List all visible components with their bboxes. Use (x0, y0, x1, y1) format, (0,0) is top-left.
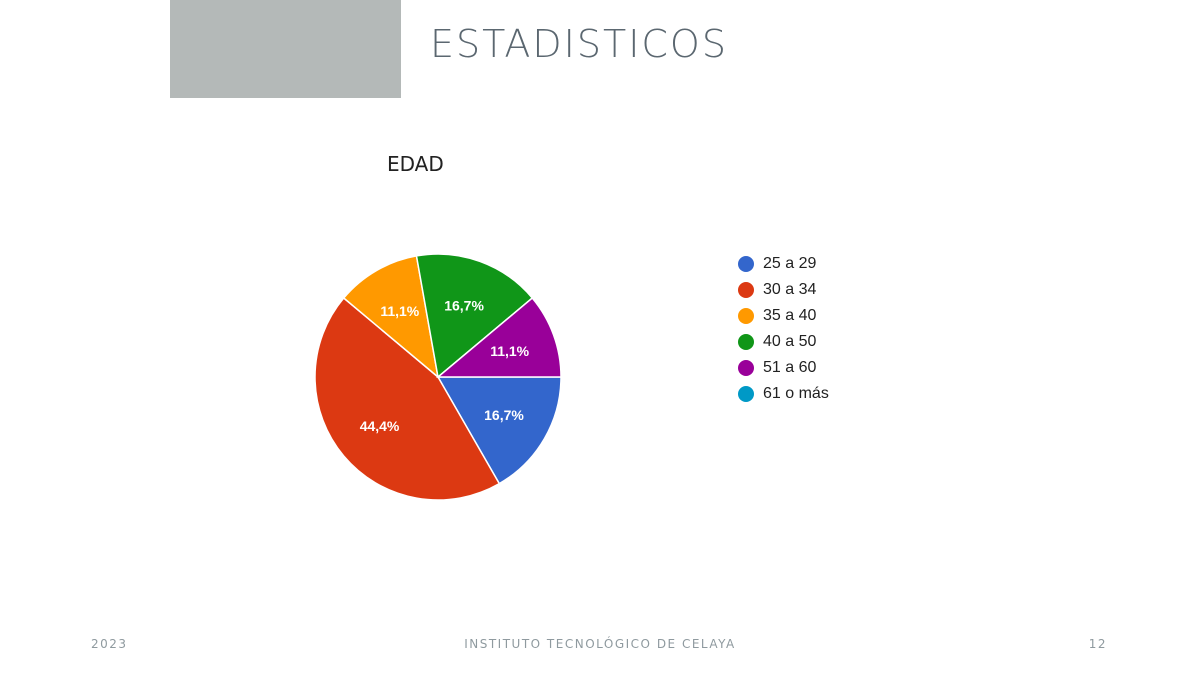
legend-item: 40 a 50 (738, 329, 829, 355)
pie-data-label-0: 16,7% (484, 407, 524, 423)
page-number: 12 (1088, 637, 1107, 651)
legend-item: 30 a 34 (738, 277, 829, 303)
pie-slice-0 (436, 376, 562, 485)
legend-swatch (738, 282, 754, 298)
legend-label: 51 a 60 (763, 359, 817, 376)
slide-title: ESTADISTICOS (430, 22, 728, 66)
pie-data-label-2: 11,1% (380, 303, 419, 319)
footer-year: 2023 (91, 637, 128, 651)
legend-label: 35 a 40 (763, 307, 817, 324)
legend-item: 51 a 60 (738, 355, 829, 381)
header-accent-block (170, 0, 401, 98)
pie-slice-4 (435, 296, 562, 378)
pie-slice-3 (415, 253, 534, 379)
pie-slice-2 (342, 255, 440, 379)
legend-swatch (738, 360, 754, 376)
chart-legend: 25 a 29 30 a 34 35 a 40 40 a 50 51 a 60 61 o … (738, 251, 829, 407)
legend-swatch (738, 308, 754, 324)
legend-swatch (738, 334, 754, 350)
legend-item: 61 o más (738, 381, 829, 407)
legend-swatch (738, 256, 754, 272)
legend-swatch (738, 386, 754, 402)
legend-label: 30 a 34 (763, 281, 817, 298)
pie-chart: 16,7% 44,4% 11,1% 16,7% 11,1% (314, 253, 562, 501)
pie-data-label-1: 44,4% (360, 418, 400, 434)
legend-label: 61 o más (763, 385, 829, 402)
pie-data-label-4: 11,1% (490, 343, 529, 359)
legend-label: 25 a 29 (763, 255, 817, 272)
pie-slice-1 (314, 296, 501, 501)
legend-item: 35 a 40 (738, 303, 829, 329)
legend-label: 40 a 50 (763, 333, 817, 350)
chart-title: EDAD (387, 152, 444, 176)
legend-item: 25 a 29 (738, 251, 829, 277)
pie-data-label-3: 16,7% (444, 297, 484, 313)
footer-institution: INSTITUTO TECNOLÓGICO DE CELAYA (464, 637, 736, 651)
